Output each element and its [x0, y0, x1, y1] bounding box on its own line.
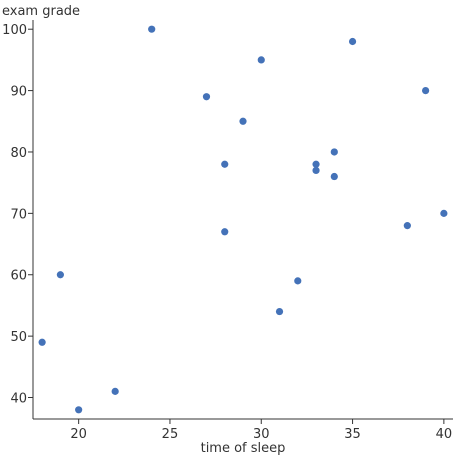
data-point — [440, 209, 448, 217]
data-point — [38, 338, 46, 346]
data-point — [294, 277, 302, 285]
y-tick-label: 70 — [10, 207, 27, 222]
y-axis-ticks: 40 50 60 70 80 90 100 — [2, 23, 33, 407]
data-point — [221, 160, 229, 168]
y-tick-label: 90 — [10, 85, 27, 100]
data-point — [348, 37, 357, 46]
y-tick-label: 60 — [10, 269, 27, 284]
x-axis-title: time of sleep — [201, 441, 286, 456]
data-point — [257, 56, 265, 64]
y-axis-title: exam grade — [2, 4, 80, 19]
data-point — [239, 117, 247, 125]
data-point — [403, 222, 411, 230]
data-point — [111, 387, 119, 395]
data-point — [75, 406, 83, 414]
data-point — [275, 307, 284, 316]
data-points — [38, 25, 448, 414]
data-point — [312, 166, 320, 174]
data-point — [148, 25, 156, 33]
x-tick-label: 35 — [344, 427, 361, 442]
x-tick-label: 40 — [436, 427, 453, 442]
data-point — [56, 271, 64, 279]
x-tick-label: 20 — [70, 427, 87, 442]
data-point — [221, 228, 229, 236]
data-point — [312, 160, 320, 168]
y-tick-label: 100 — [2, 23, 27, 38]
data-point — [330, 148, 338, 156]
y-tick-label: 40 — [10, 392, 27, 407]
data-point — [422, 86, 430, 95]
x-tick-label: 30 — [253, 427, 270, 442]
x-tick-label: 25 — [162, 427, 179, 442]
data-point — [330, 172, 338, 181]
data-point — [202, 93, 211, 101]
y-tick-label: 50 — [10, 330, 27, 345]
x-axis-ticks: 20 25 30 35 40 — [70, 419, 452, 442]
y-tick-label: 80 — [10, 146, 27, 161]
